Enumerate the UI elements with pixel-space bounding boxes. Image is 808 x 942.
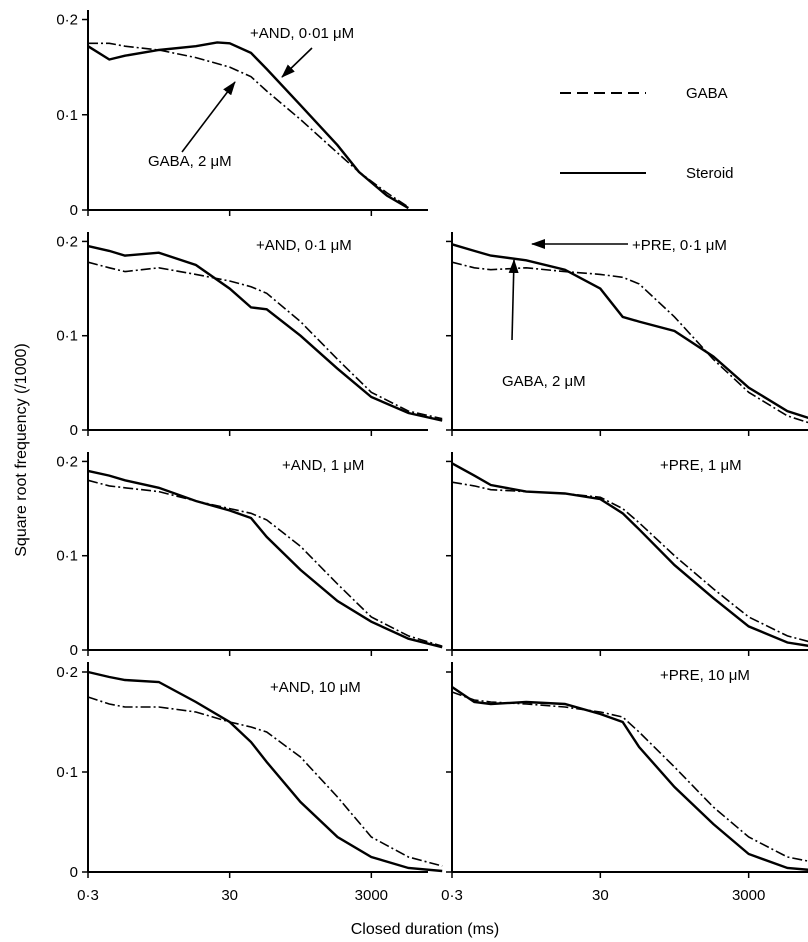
- y-tick-label: 0·1: [56, 548, 78, 565]
- annotation-arrow: [508, 259, 519, 341]
- steroid-curve: [87, 469, 443, 649]
- annotation-arrow: [181, 81, 236, 153]
- y-tick-label: 0·2: [56, 453, 78, 470]
- gaba-annotation-label: GABA, 2 μM: [148, 153, 232, 170]
- y-tick-label: 0·1: [56, 107, 78, 124]
- gaba-annotation-label: GABA, 2 μM: [502, 373, 586, 390]
- panel-and-1: 0 0·1 0·2 +AND, 1 μM: [56, 452, 443, 659]
- gaba-curve: [87, 696, 443, 867]
- y-tick-label: 0·2: [56, 664, 78, 681]
- panel-label: +AND, 0·01 μM: [250, 25, 354, 42]
- y-tick-label: 0·2: [56, 12, 78, 29]
- gaba-curve: [451, 261, 808, 424]
- x-tick-label: 3000: [355, 887, 388, 904]
- panel-and-01: 0 0·1 0·2 +AND, 0·1 μM: [56, 232, 443, 439]
- steroid-curve: [451, 686, 808, 871]
- y-tick-label: 0: [70, 202, 78, 219]
- panel-label: +PRE, 10 μM: [660, 667, 750, 684]
- steroid-curve: [87, 244, 443, 422]
- gaba-curve: [87, 479, 443, 647]
- y-tick-label: 0·1: [56, 764, 78, 781]
- panel-pre-10: 0·3 30 3000 +PRE, 10 μM: [441, 662, 808, 904]
- panel-label: +AND, 0·1 μM: [256, 237, 352, 254]
- panel-and-10: 0 0·1 0·2 0·3 30 3000 +AND, 10 μM: [56, 662, 443, 904]
- panel-label: +AND, 10 μM: [270, 679, 361, 696]
- panel-label: +PRE, 0·1 μM: [632, 237, 727, 254]
- x-tick-label: 0·3: [441, 887, 463, 904]
- x-axis-label: Closed duration (ms): [351, 921, 500, 938]
- legend-steroid-label: Steroid: [686, 165, 734, 182]
- panel-pre-1: +PRE, 1 μM: [446, 452, 808, 656]
- annotation-arrow: [281, 47, 313, 78]
- steroid-curve: [87, 670, 443, 873]
- y-axis-label: Square root frequency (/1000): [13, 343, 30, 556]
- y-tick-label: 0·2: [56, 233, 78, 250]
- steroid-curve: [451, 462, 808, 647]
- gaba-curve: [451, 481, 808, 643]
- y-tick-label: 0: [70, 642, 78, 659]
- panel-label: +AND, 1 μM: [282, 457, 364, 474]
- legend: GABA Steroid: [560, 85, 734, 182]
- y-tick-label: 0·1: [56, 328, 78, 345]
- gaba-curve: [88, 42, 409, 208]
- x-tick-label: 30: [221, 887, 238, 904]
- panel-pre-01: +PRE, 0·1 μM GABA, 2 μM: [446, 232, 808, 436]
- gaba-curve: [87, 261, 443, 420]
- x-tick-label: 3000: [732, 887, 765, 904]
- x-tick-label: 0·3: [77, 887, 99, 904]
- panels-group: 0 0·1 0·2 +AND, 0·01 μM GABA, 2 μM 0 0·1 0·2 +AN…: [56, 10, 808, 904]
- y-tick-label: 0: [70, 864, 78, 881]
- steroid-curve: [451, 243, 808, 419]
- gaba-curve: [451, 691, 808, 862]
- steroid-curve: [87, 41, 410, 210]
- panel-label: +PRE, 1 μM: [660, 457, 742, 474]
- x-tick-label: 30: [592, 887, 609, 904]
- y-tick-label: 0: [70, 422, 78, 439]
- panel-and-001: 0 0·1 0·2 +AND, 0·01 μM GABA, 2 μM: [56, 10, 428, 219]
- legend-gaba-label: GABA: [686, 85, 728, 102]
